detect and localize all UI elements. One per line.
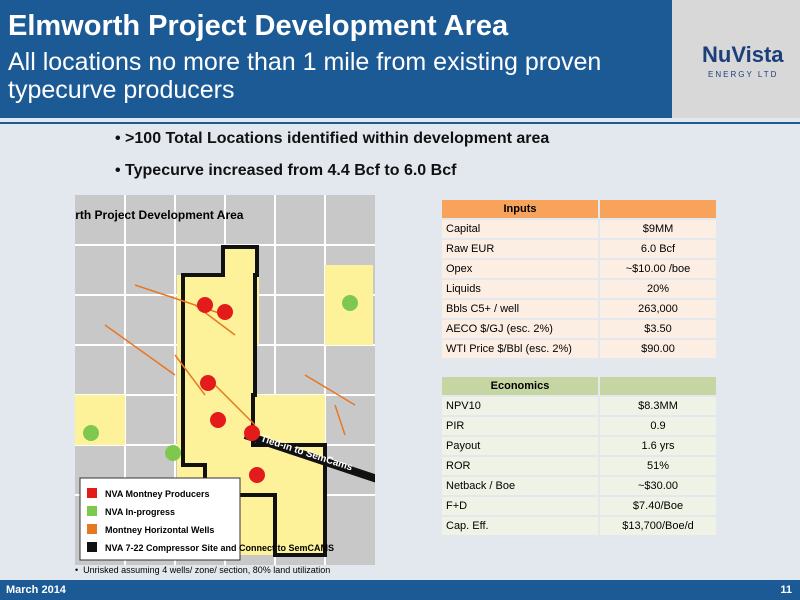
row-label: Bbls C5+ / well (442, 300, 598, 318)
row-label: NPV10 (442, 397, 598, 415)
bullet-text: >100 Total Locations identified within d… (125, 130, 550, 147)
date: March 2014 (6, 584, 66, 596)
row-value: 0.9 (600, 417, 716, 435)
table-row: WTI Price $/Bbl (esc. 2%) $90.00 (442, 340, 716, 358)
row-label: WTI Price $/Bbl (esc. 2%) (442, 340, 598, 358)
legend-swatch (87, 524, 97, 534)
logo-text: NuVista (702, 42, 784, 67)
table-row: Netback / Boe ~$30.00 (442, 477, 716, 495)
row-label: Cap. Eff. (442, 517, 598, 535)
subtitle: All locations no more than 1 mile from e… (8, 48, 602, 104)
legend-swatch (87, 542, 97, 552)
legend-label: Montney Horizontal Wells (105, 525, 214, 535)
row-value: 6.0 Bcf (600, 240, 716, 258)
logo-sub: ENERGY LTD (708, 70, 779, 79)
bullet: • Typecurve increased from 4.4 Bcf to 6.… (115, 162, 457, 179)
row-value: $8.3MM (600, 397, 716, 415)
row-value: $90.00 (600, 340, 716, 358)
wells (104, 284, 356, 436)
row-value: 20% (600, 280, 716, 298)
table-row: Cap. Eff. $13,700/Boe/d (442, 517, 716, 535)
row-value: ~$10.00 /boe (600, 260, 716, 278)
row-label: PIR (442, 417, 598, 435)
row-label: Liquids (442, 280, 598, 298)
row-value: $13,700/Boe/d (600, 517, 716, 535)
inputs-table: Inputs Capital $9MM Raw EUR 6.0 Bcf Opex ~$10.… (440, 198, 718, 360)
table-row: PIR 0.9 (442, 417, 716, 435)
row-value: 1.6 yrs (600, 437, 716, 455)
row-label: Raw EUR (442, 240, 598, 258)
footnote-text: Unrisked assuming 4 wells/ zone/ section… (83, 565, 331, 575)
table-header-row: Economics (442, 377, 716, 395)
legend-box (79, 477, 241, 561)
table-row: Payout 1.6 yrs (442, 437, 716, 455)
footer: March 2014 11 (0, 580, 800, 600)
legend-swatch (87, 488, 97, 498)
bullet: • >100 Total Locations identified within… (115, 130, 550, 147)
row-label: Opex (442, 260, 598, 278)
legend-swatch (87, 506, 97, 516)
legend-label: NVA 7-22 Compressor Site and Connect to … (105, 543, 334, 553)
legend-label: NVA Montney Producers (105, 489, 210, 499)
row-value: ~$30.00 (600, 477, 716, 495)
map-title-text: Elmworth Project Development Area (75, 208, 244, 222)
page-number: 11 (780, 584, 792, 596)
row-label: Netback / Boe (442, 477, 598, 495)
table-header-blank (600, 200, 716, 218)
bullet-text: Typecurve increased from 4.4 Bcf to 6.0 … (125, 162, 457, 179)
legend-label: NVA In-progress (105, 507, 175, 517)
table-row: Bbls C5+ / well 263,000 (442, 300, 716, 318)
rule (0, 122, 800, 124)
row-label: F+D (442, 497, 598, 515)
table-header-row: Inputs (442, 200, 716, 218)
tie-in-arrow (243, 431, 375, 483)
table-row: Opex ~$10.00 /boe (442, 260, 716, 278)
table-row: Capital $9MM (442, 220, 716, 238)
table-row: AECO $/GJ (esc. 2%) $3.50 (442, 320, 716, 338)
table-row: Raw EUR 6.0 Bcf (442, 240, 716, 258)
row-label: AECO $/GJ (esc. 2%) (442, 320, 598, 338)
row-label: Capital (442, 220, 598, 238)
area-outline (181, 245, 327, 557)
row-value: 263,000 (600, 300, 716, 318)
row-value: $9MM (600, 220, 716, 238)
row-value: $7.40/Boe (600, 497, 716, 515)
row-value: 51% (600, 457, 716, 475)
header: Elmworth Project Development Area All lo… (0, 0, 800, 118)
title: Elmworth Project Development Area (8, 10, 509, 42)
in-progress (83, 295, 358, 461)
table-header: Economics (442, 377, 598, 395)
logo: NuVista ENERGY LTD (672, 0, 800, 118)
table-row: NPV10 $8.3MM (442, 397, 716, 415)
row-label: ROR (442, 457, 598, 475)
table-header: Inputs (442, 200, 598, 218)
legend: NVA Montney Producers NVA In-progress Mont… (87, 488, 334, 553)
map-title: Elmworth Project Development Area (75, 208, 244, 222)
footnote: • Unrisked assuming 4 wells/ zone/ secti… (75, 565, 331, 575)
row-label: Payout (442, 437, 598, 455)
table-row: ROR 51% (442, 457, 716, 475)
table-header-blank (600, 377, 716, 395)
row-value: $3.50 (600, 320, 716, 338)
map: Tied-in to SemCams Elmworth Project Deve… (75, 195, 375, 565)
producers (197, 297, 265, 483)
table-row: Liquids 20% (442, 280, 716, 298)
table-row: F+D $7.40/Boe (442, 497, 716, 515)
economics-table: Economics NPV10 $8.3MM PIR 0.9 Payout 1.6 yrs R… (440, 375, 718, 537)
